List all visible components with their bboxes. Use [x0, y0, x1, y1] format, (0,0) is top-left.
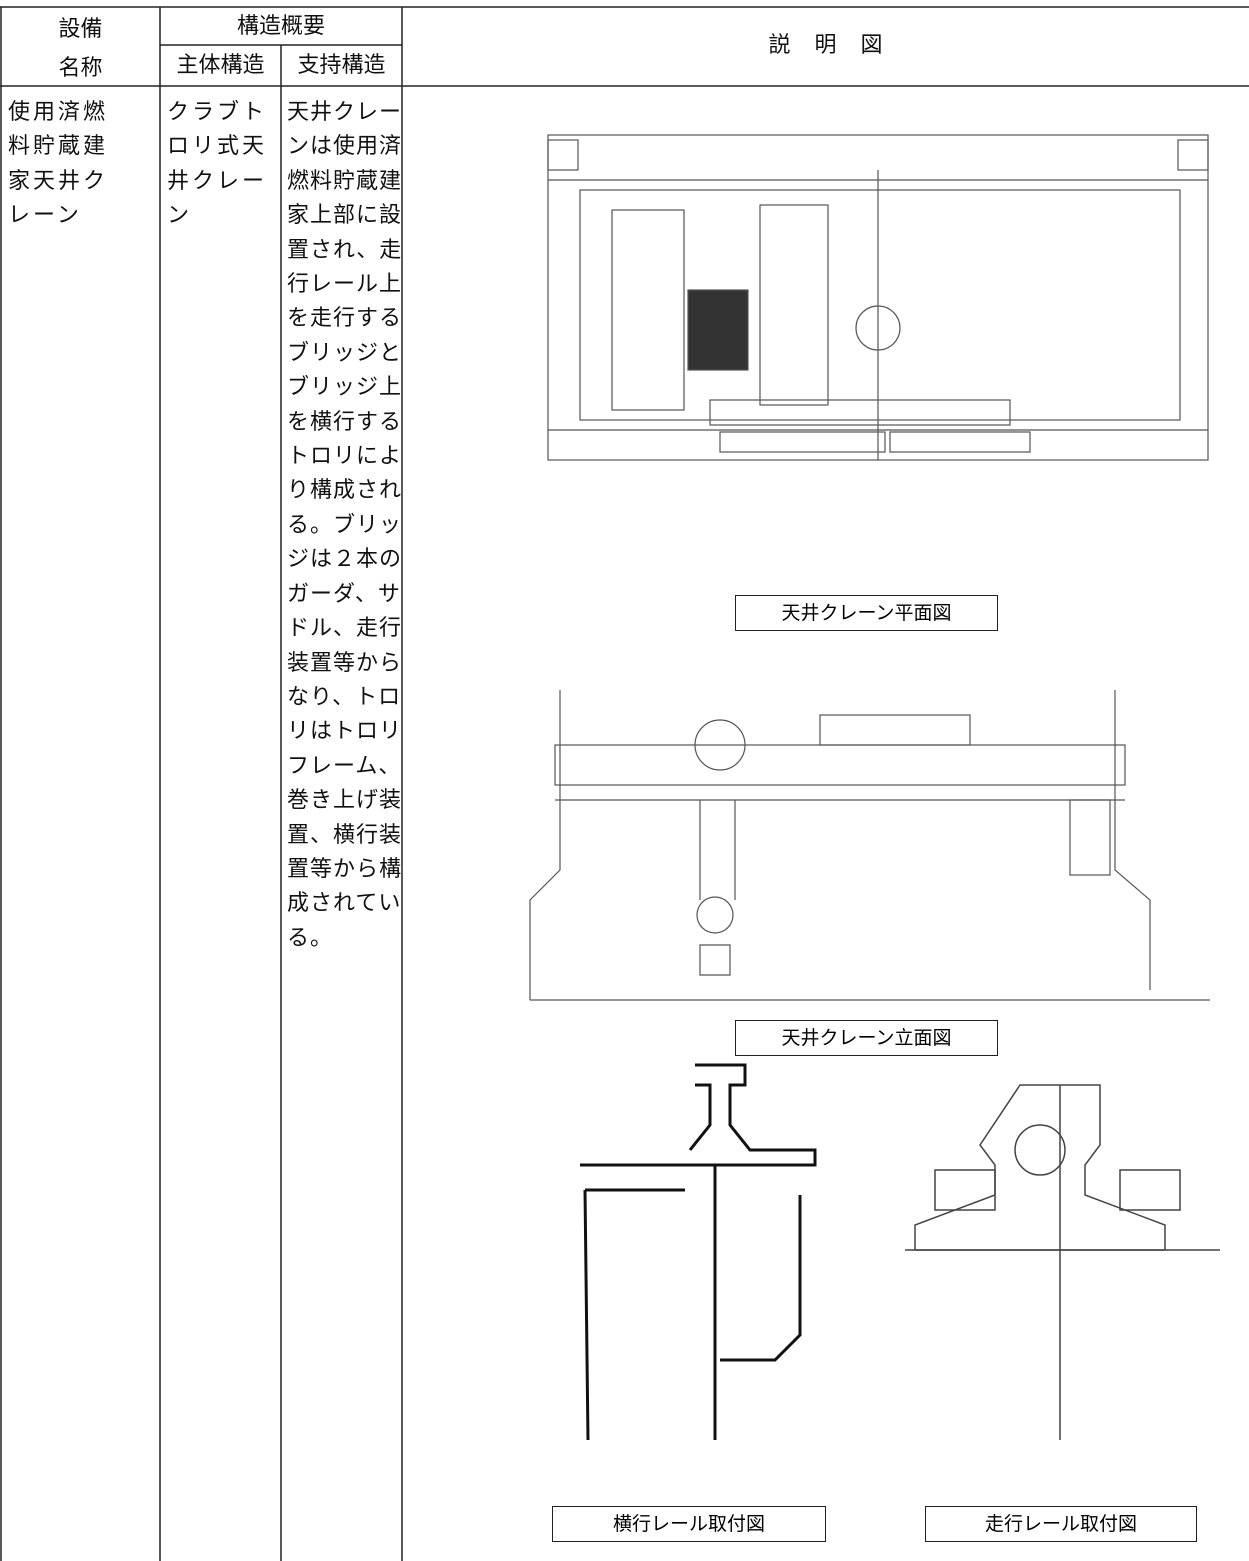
text-line: 井クレー	[167, 168, 268, 194]
text-line: なり、トロ	[287, 684, 402, 710]
text-line: フレーム、	[287, 753, 402, 779]
text-line: 置等から構	[287, 856, 403, 882]
text-line: 装置等から	[287, 650, 403, 676]
text-line: 巻き上げ装	[287, 788, 403, 814]
text-line: 置、横行装	[287, 822, 403, 848]
traverse-rail-caption: 横行レール取付図	[552, 1506, 826, 1542]
text-line: り構成され	[287, 478, 403, 504]
text-line: ブリッジと	[287, 340, 403, 366]
text-line: を横行する	[287, 409, 403, 435]
text-line: 天井クレー	[287, 100, 403, 125]
text-line: ガーダ、サ	[287, 581, 401, 607]
text-line: ドル、走行	[287, 616, 403, 642]
travel-rail-drawing	[905, 1084, 1220, 1440]
traverse-rail-drawing	[580, 1063, 817, 1441]
text-line: ンは使用済	[287, 134, 403, 160]
header-structure-overview: 構造概要	[236, 14, 325, 39]
travel-rail-caption: 走行レール取付図	[925, 1506, 1197, 1542]
header-main-structure: 主体構造	[176, 53, 265, 78]
text-line: を走行する	[287, 306, 403, 332]
text-line: 燃料貯蔵建	[287, 168, 403, 194]
text-line: 家天井ク	[8, 168, 109, 194]
text-line: ブリッジ上	[287, 375, 403, 401]
text-line: ジは２本の	[287, 547, 403, 573]
text-line: 料貯蔵建	[8, 134, 109, 160]
text-line: ロリ式天	[167, 134, 268, 160]
text-line: トロリによ	[287, 444, 403, 470]
header-equipment-name: 設備 名称	[1, 10, 160, 88]
text-line: 家上部に設	[287, 203, 403, 229]
text-line: クラブト	[167, 100, 268, 125]
main-structure: クラブトロリ式天井クレーン	[167, 96, 267, 234]
elevation-caption: 天井クレーン立面図	[735, 1020, 998, 1056]
support-structure: 天井クレーンは使用済燃料貯蔵建家上部に設置され、走行レール上を走行するブリッジと…	[287, 96, 402, 956]
text-line: る。ブリッ	[287, 512, 403, 538]
header-support-structure: 支持構造	[297, 53, 386, 78]
text-line: 置され、走	[287, 237, 403, 263]
text-line: 設備	[58, 17, 103, 42]
header-figure: 説明図	[768, 33, 907, 58]
text-line: 成されてい	[287, 891, 402, 917]
plan-drawing	[547, 134, 1209, 461]
text-line: る。	[287, 925, 334, 951]
text-line: 行レール上	[287, 272, 403, 298]
elevation-drawing	[529, 690, 1210, 1001]
text-line: 使用済燃	[8, 100, 109, 125]
text-line: ン	[167, 203, 193, 229]
equipment-name: 使用済燃料貯蔵建家天井クレーン	[8, 96, 108, 234]
text-line: レーン	[8, 203, 82, 229]
text-line: 名称	[58, 56, 103, 81]
text-line: リはトロリ	[287, 719, 403, 745]
plan-caption: 天井クレーン平面図	[735, 595, 998, 631]
